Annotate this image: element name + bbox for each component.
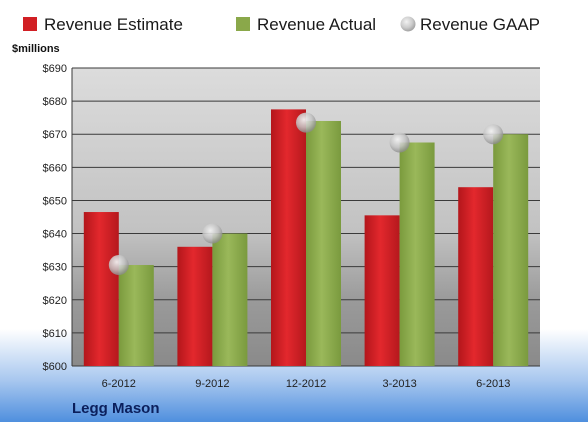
y-tick-label: $670 [43, 129, 67, 141]
bar-revenue-estimate [83, 212, 119, 366]
y-tick-label: $680 [43, 96, 67, 108]
x-tick-label: 3-2013 [382, 378, 416, 390]
bar-revenue-estimate [458, 187, 494, 366]
bar-revenue-actual [306, 120, 341, 366]
marker-revenue-gaap [202, 223, 223, 244]
legend-label-estimate: Revenue Estimate [44, 15, 183, 34]
bar-revenue-actual [118, 265, 154, 366]
legend-label-gaap: Revenue GAAP [420, 15, 540, 34]
x-tick-label: 12-2012 [286, 378, 326, 390]
legend: Revenue Estimate Revenue Actual Revenue … [23, 15, 540, 34]
x-tick-label: 6-2012 [102, 378, 136, 390]
y-tick-label: $640 [43, 229, 67, 241]
x-tick-label: 9-2012 [195, 378, 229, 390]
y-tick-label: $690 [43, 63, 67, 75]
y-tick-label: $620 [43, 295, 67, 307]
y-tick-label: $610 [43, 328, 67, 340]
plot-area [71, 67, 540, 367]
bar-revenue-estimate [177, 246, 213, 366]
x-tick-label: 6-2013 [476, 378, 510, 390]
marker-revenue-gaap [108, 255, 129, 276]
y-tick-label: $650 [43, 195, 67, 207]
bar-revenue-estimate [271, 109, 306, 366]
legend-swatch-actual [236, 17, 250, 31]
marker-revenue-gaap [296, 112, 316, 133]
y-tick-label: $600 [43, 361, 67, 373]
bar-revenue-actual [399, 142, 435, 366]
y-tick-label: $630 [43, 262, 67, 274]
bar-revenue-actual [212, 233, 248, 366]
legend-swatch-estimate [23, 17, 37, 31]
company-label: Legg Mason [72, 400, 160, 417]
legend-label-actual: Revenue Actual [257, 15, 376, 34]
marker-revenue-gaap [389, 132, 410, 153]
y-tick-label: $660 [43, 162, 67, 174]
legend-swatch-gaap [400, 16, 416, 32]
y-axis: $600 $610 $620 $630 $640 $650 $660 $670 $680 $690 [43, 63, 67, 373]
marker-revenue-gaap [483, 124, 504, 145]
bar-revenue-estimate [364, 215, 400, 366]
unit-label: $millions [12, 43, 60, 55]
bar-revenue-actual [493, 134, 529, 366]
x-axis: 6-2012 9-2012 12-2012 3-2013 6-2013 [102, 378, 511, 390]
